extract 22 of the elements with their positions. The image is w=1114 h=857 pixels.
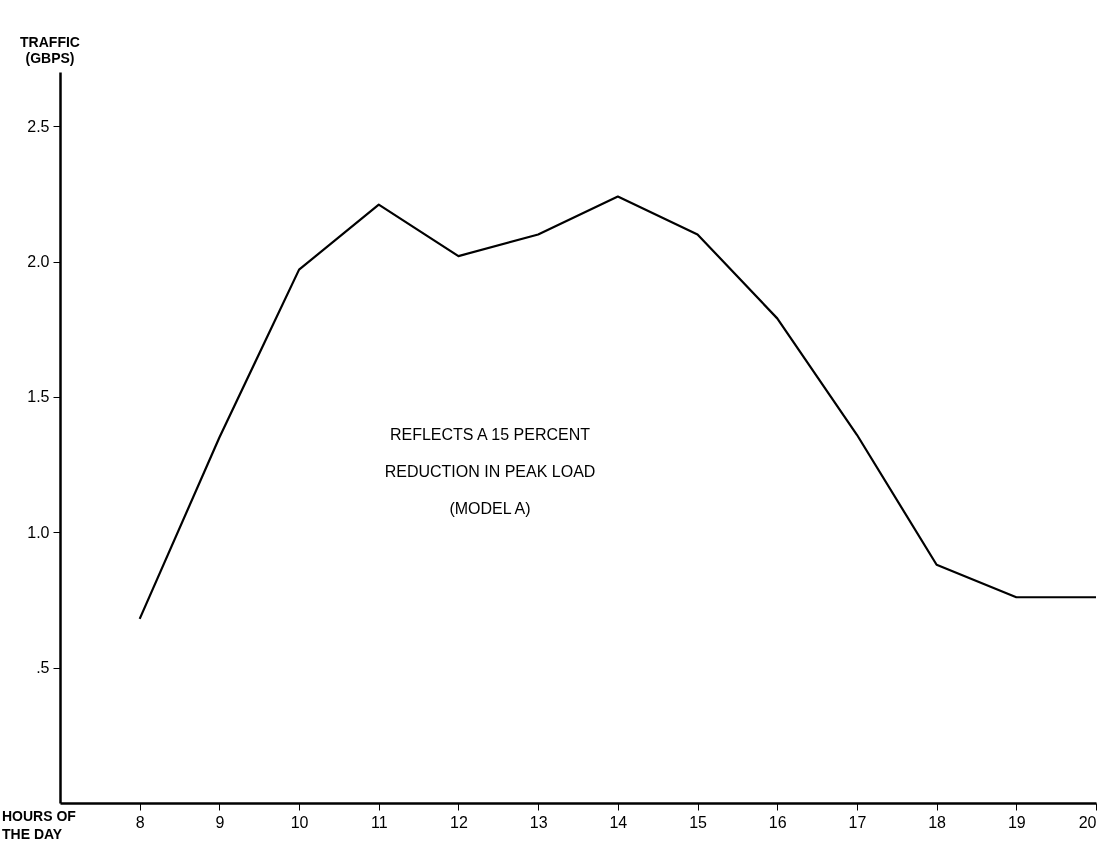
- x-axis-title: HOURS OF THE DAY: [2, 808, 77, 842]
- x-tick-label: 13: [529, 813, 548, 831]
- x-tick-label: 12: [450, 813, 468, 831]
- y-tick-label: .5: [36, 659, 50, 677]
- x-tick-label: 10: [290, 813, 309, 831]
- x-tick-label: 16: [768, 813, 787, 831]
- y-tick-label: 1.5: [27, 388, 50, 406]
- line-series: [138, 195, 1098, 620]
- x-tick-label: 20: [1078, 813, 1097, 831]
- x-tick-label: 9: [215, 813, 225, 831]
- y-tick-label: 1.0: [27, 523, 50, 541]
- x-tick-label: 11: [370, 813, 388, 831]
- x-tick-label: 14: [609, 813, 628, 831]
- x-tick-label: 19: [1007, 813, 1026, 831]
- x-tick-label: 15: [689, 813, 708, 831]
- y-tick-label: 2.0: [27, 253, 50, 271]
- y-tick-label: 2.5: [27, 117, 50, 135]
- x-tick-label: 18: [928, 813, 947, 831]
- text: REFLECTS A 15 PERCENT REDUCTION IN PEAK LOAD (MODEL A): [384, 426, 596, 517]
- x-tick-label: 17: [848, 813, 867, 831]
- x-tick-label: 8: [135, 813, 145, 831]
- y-axis-title: TRAFFIC (GBPS): [20, 34, 80, 66]
